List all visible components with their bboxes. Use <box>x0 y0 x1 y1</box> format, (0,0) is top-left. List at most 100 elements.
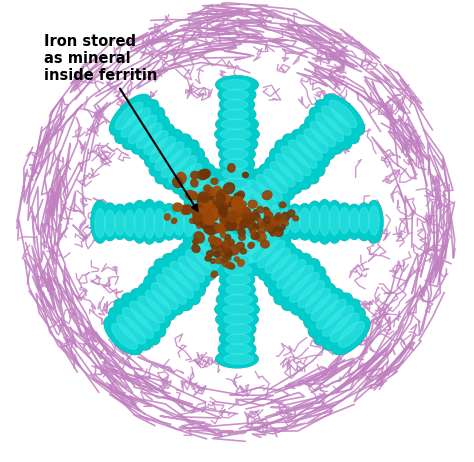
Ellipse shape <box>194 219 240 264</box>
Ellipse shape <box>319 205 330 236</box>
Ellipse shape <box>231 215 240 225</box>
Ellipse shape <box>249 234 291 275</box>
Ellipse shape <box>298 281 325 307</box>
Ellipse shape <box>308 293 353 337</box>
Ellipse shape <box>246 202 264 241</box>
Ellipse shape <box>275 154 303 182</box>
Ellipse shape <box>270 206 281 236</box>
Ellipse shape <box>216 310 258 328</box>
Ellipse shape <box>322 307 365 350</box>
Text: Iron stored
as mineral
inside ferritin: Iron stored as mineral inside ferritin <box>44 34 198 211</box>
Ellipse shape <box>121 293 166 337</box>
Ellipse shape <box>219 145 255 163</box>
Ellipse shape <box>224 195 231 202</box>
Ellipse shape <box>237 204 246 213</box>
Ellipse shape <box>184 210 194 237</box>
Ellipse shape <box>329 100 357 128</box>
Ellipse shape <box>249 226 253 231</box>
Ellipse shape <box>224 353 253 364</box>
Ellipse shape <box>314 299 360 345</box>
Ellipse shape <box>264 249 302 287</box>
Ellipse shape <box>144 275 183 315</box>
Ellipse shape <box>305 116 343 154</box>
Ellipse shape <box>178 243 216 280</box>
Ellipse shape <box>336 203 353 240</box>
Ellipse shape <box>223 183 235 194</box>
Ellipse shape <box>105 210 115 236</box>
Ellipse shape <box>183 234 225 275</box>
Ellipse shape <box>181 205 189 214</box>
Ellipse shape <box>139 124 175 160</box>
Ellipse shape <box>224 205 232 213</box>
Ellipse shape <box>309 293 352 337</box>
Ellipse shape <box>226 285 251 295</box>
Ellipse shape <box>216 350 258 368</box>
Ellipse shape <box>304 129 328 153</box>
Ellipse shape <box>211 178 218 184</box>
Ellipse shape <box>228 164 235 172</box>
Ellipse shape <box>250 169 290 208</box>
Ellipse shape <box>150 201 168 243</box>
Ellipse shape <box>310 108 351 149</box>
Ellipse shape <box>299 124 335 160</box>
Ellipse shape <box>207 251 213 257</box>
Ellipse shape <box>338 321 365 347</box>
Ellipse shape <box>216 116 258 133</box>
Ellipse shape <box>163 267 193 298</box>
Ellipse shape <box>222 169 249 179</box>
Ellipse shape <box>155 259 200 304</box>
Ellipse shape <box>184 169 224 208</box>
Ellipse shape <box>211 200 219 206</box>
Ellipse shape <box>306 201 324 243</box>
Ellipse shape <box>222 241 230 249</box>
Ellipse shape <box>216 310 258 328</box>
Ellipse shape <box>259 164 295 200</box>
Ellipse shape <box>264 211 272 218</box>
Ellipse shape <box>274 216 279 221</box>
Ellipse shape <box>257 225 265 233</box>
Ellipse shape <box>217 291 257 308</box>
Ellipse shape <box>219 106 255 123</box>
Ellipse shape <box>241 226 285 270</box>
Ellipse shape <box>228 244 239 255</box>
Ellipse shape <box>282 267 325 310</box>
Ellipse shape <box>204 189 244 228</box>
Ellipse shape <box>222 196 233 206</box>
Ellipse shape <box>210 223 219 234</box>
Ellipse shape <box>223 245 254 255</box>
Ellipse shape <box>173 203 182 212</box>
Ellipse shape <box>123 108 164 149</box>
Ellipse shape <box>275 228 283 237</box>
Ellipse shape <box>257 218 263 223</box>
Ellipse shape <box>256 175 283 201</box>
Ellipse shape <box>200 200 218 243</box>
Ellipse shape <box>213 214 218 220</box>
Ellipse shape <box>121 108 151 137</box>
Ellipse shape <box>232 221 243 231</box>
Ellipse shape <box>237 220 265 248</box>
Ellipse shape <box>182 205 192 214</box>
Ellipse shape <box>227 334 250 344</box>
Ellipse shape <box>217 195 257 213</box>
Ellipse shape <box>194 215 200 221</box>
Ellipse shape <box>326 201 344 243</box>
Ellipse shape <box>193 208 204 238</box>
Ellipse shape <box>201 209 211 219</box>
Ellipse shape <box>229 242 234 246</box>
Ellipse shape <box>290 273 319 302</box>
Ellipse shape <box>276 213 281 218</box>
Ellipse shape <box>193 212 202 221</box>
Ellipse shape <box>121 203 138 241</box>
Ellipse shape <box>164 211 174 236</box>
Ellipse shape <box>331 316 369 354</box>
Ellipse shape <box>292 130 329 167</box>
Ellipse shape <box>180 202 198 241</box>
Ellipse shape <box>105 316 143 354</box>
Ellipse shape <box>190 174 232 217</box>
Ellipse shape <box>323 308 365 350</box>
Ellipse shape <box>304 289 343 328</box>
Ellipse shape <box>114 211 125 235</box>
Ellipse shape <box>131 116 169 154</box>
Ellipse shape <box>275 227 281 232</box>
Ellipse shape <box>155 140 199 183</box>
